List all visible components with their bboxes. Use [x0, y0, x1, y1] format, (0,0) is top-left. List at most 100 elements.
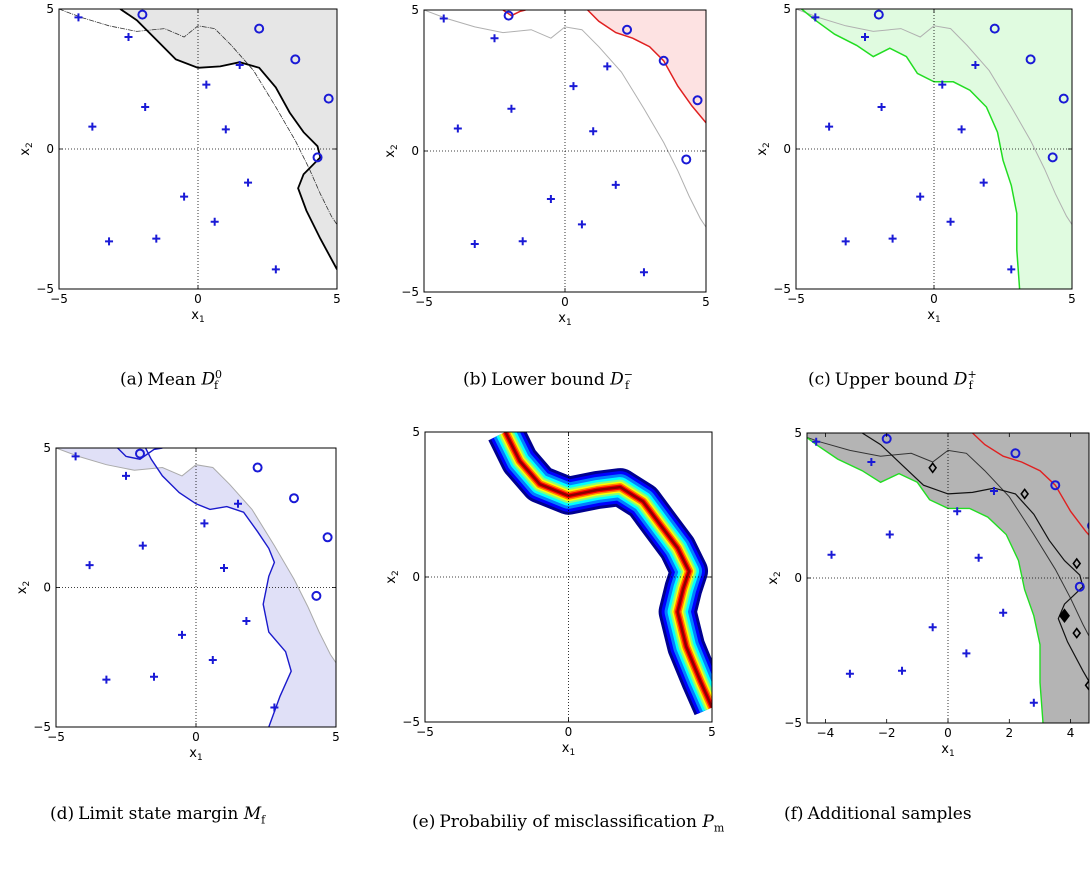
plus-marker	[569, 82, 578, 91]
y-axis-label: x2	[384, 570, 401, 583]
circle-marker	[252, 462, 263, 473]
diamond-markers-f	[928, 461, 1089, 692]
plus-marker	[962, 649, 971, 658]
x-tick-label: 5	[702, 295, 710, 309]
y-tick-label: 0	[412, 570, 420, 584]
tick-labels-e: −5 0 5 −5 0 5	[402, 425, 716, 739]
circle-markers-b	[503, 10, 703, 165]
plus-marker	[235, 61, 244, 69]
circle-marker	[622, 24, 633, 35]
plus-marker	[210, 217, 219, 226]
plus-marker	[105, 237, 114, 246]
x-axis-label: x1	[562, 741, 575, 758]
plus-marker	[518, 237, 527, 246]
plus-marker	[861, 33, 869, 41]
panel-b: −5 0 5 −5 0 5 x1 x2	[383, 3, 710, 328]
plus-marker	[953, 507, 962, 516]
circle-marker	[873, 9, 884, 20]
x-tick-label: −2	[878, 726, 896, 740]
panel-f: −4 −2 0 2 4 −5 0 5 x1 x2	[766, 426, 1090, 759]
plus-marker	[999, 608, 1008, 617]
y-axis-label: x2	[18, 142, 35, 155]
plus-marker	[202, 80, 211, 89]
circle-marker	[254, 23, 265, 34]
y-tick-label: 5	[46, 2, 54, 16]
x-axis-label: x1	[927, 308, 940, 325]
region-mean	[120, 9, 337, 270]
circle-marker	[322, 532, 333, 543]
caption-c: (c) Upper bound D+f	[808, 368, 977, 393]
region-lower	[587, 10, 706, 123]
x-tick-label: 0	[194, 292, 202, 306]
circle-marker	[137, 9, 148, 20]
x-tick-label: 0	[944, 726, 952, 740]
diamond-marker	[1058, 608, 1070, 624]
upper-boundary	[801, 9, 1021, 289]
plus-marker	[220, 563, 228, 572]
panel-c: −5 0 5 −5 0 5 x1 x2	[755, 2, 1076, 325]
circle-marker	[312, 152, 323, 163]
plus-marker	[603, 62, 612, 71]
panel-e: −5 0 5 −5 0 5 x1 x2	[384, 425, 716, 758]
plus-marker	[490, 34, 499, 43]
y-tick-label: −5	[401, 285, 419, 299]
thin-boundary	[424, 10, 706, 228]
y-tick-label: 0	[43, 581, 51, 595]
lower-boundary	[972, 433, 1089, 537]
plot-area-a	[59, 9, 337, 289]
caption-f: (f) Additional samples	[784, 804, 972, 824]
probability-band	[488, 432, 712, 716]
x-tick-label: 5	[332, 730, 340, 744]
circle-marker	[311, 590, 322, 601]
y-tick-label: −5	[773, 282, 791, 296]
y-axis-label: x2	[755, 142, 772, 155]
margin-boundary	[144, 448, 292, 727]
panel-a: −5 0 5 −5 0 5 x1 x2	[18, 2, 341, 325]
tick-labels-d: −5 0 5 −5 0 5	[33, 441, 340, 744]
tick-labels-a: −5 0 5 −5 0 5	[36, 2, 341, 306]
plus-marker	[827, 550, 836, 559]
circle-marker	[1087, 521, 1089, 530]
x-axis-label: x1	[558, 311, 571, 328]
plus-marker	[1007, 265, 1016, 274]
caption-d: (d) Limit state margin Mf	[50, 804, 266, 827]
y-tick-label: −5	[784, 716, 802, 730]
plus-marker	[845, 669, 854, 678]
x-tick-label: −5	[47, 730, 65, 744]
margin-boundary-small	[117, 448, 163, 460]
x-tick-label: −5	[50, 292, 68, 306]
upper-boundary	[807, 436, 1044, 723]
plus-marker	[178, 630, 186, 639]
y-tick-label: 0	[783, 142, 791, 156]
diamond-marker	[1084, 679, 1089, 692]
x-axis-label: x1	[191, 308, 204, 325]
plus-marker	[811, 13, 820, 22]
plus-markers-f	[812, 437, 1038, 707]
x-tick-label: 4	[1067, 726, 1075, 740]
circle-marker	[1010, 448, 1021, 459]
y-tick-label: 5	[412, 425, 420, 439]
probability-level-8	[504, 432, 712, 709]
circle-marker	[989, 23, 1000, 34]
plus-marker	[150, 672, 158, 681]
y-tick-label: 0	[46, 142, 54, 156]
circle-marker	[1050, 480, 1061, 491]
plus-marker	[138, 541, 147, 550]
plus-marker	[971, 61, 980, 69]
x-tick-label: 0	[930, 292, 938, 306]
circle-markers-d	[135, 448, 333, 601]
y-tick-label: −5	[36, 282, 54, 296]
x-axis-label: x1	[941, 742, 954, 759]
plus-marker	[979, 178, 988, 187]
plus-marker	[898, 666, 907, 675]
plus-marker	[546, 194, 555, 203]
plus-marker	[989, 487, 998, 495]
y-axis-label: x2	[766, 571, 783, 584]
plus-marker	[71, 452, 80, 461]
plus-marker	[244, 178, 253, 187]
plus-marker	[221, 125, 230, 134]
circle-marker	[323, 93, 334, 104]
plus-marker	[885, 530, 894, 539]
plus-marker	[141, 103, 150, 111]
